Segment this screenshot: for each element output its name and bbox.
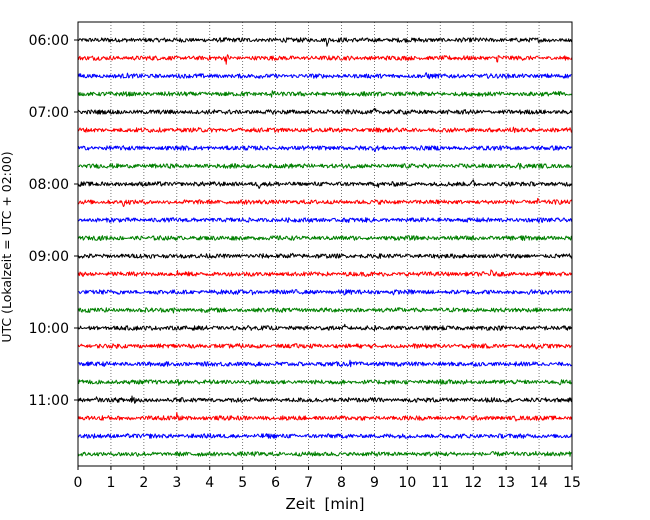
trace-0630	[77, 72, 573, 80]
trace-1115	[77, 412, 573, 422]
x-tick-label: 6	[271, 475, 280, 491]
x-tick-label: 7	[304, 475, 313, 491]
y-tick-label: 08:00	[29, 177, 69, 193]
trace-1000	[77, 323, 573, 332]
x-axis-label: Zeit [min]	[285, 495, 364, 513]
x-tick-label: 3	[172, 475, 181, 491]
grid-lines	[110, 22, 540, 466]
trace-1100	[77, 395, 573, 404]
trace-0930	[77, 288, 573, 296]
trace-0730	[77, 145, 573, 153]
x-tick-label: 1	[106, 475, 115, 491]
trace-0715	[77, 126, 573, 134]
trace-1045	[77, 378, 573, 386]
x-tick-label: 13	[497, 475, 515, 491]
x-tick-label: 9	[370, 475, 379, 491]
trace-0645	[77, 90, 573, 98]
plot-frame	[77, 21, 573, 467]
x-axis-ticks: 0 1 2 3 4 5 6 7 8 9 10 11 12 13 14 15	[74, 466, 581, 491]
x-tick-label: 15	[563, 475, 581, 491]
trace-0615	[77, 54, 573, 65]
trace-0815	[77, 197, 573, 207]
trace-0745	[77, 162, 573, 170]
trace-0830	[77, 217, 573, 223]
y-tick-label: 06:00	[29, 33, 69, 49]
trace-0915	[77, 269, 573, 277]
y-axis-label: UTC (Lokalzeit = UTC + 02:00)	[0, 151, 14, 342]
trace-0945	[77, 307, 573, 314]
trace-0900	[77, 252, 572, 259]
trace-0845	[77, 235, 573, 241]
x-tick-label: 2	[139, 475, 148, 491]
y-axis-ticks: 06:00 07:00 08:00 09:00 10:00 11:00	[29, 33, 78, 409]
y-tick-label: 10:00	[29, 321, 69, 337]
y-tick-label: 07:00	[29, 105, 69, 121]
trace-1130	[77, 433, 573, 439]
trace-0800	[77, 179, 573, 189]
x-tick-label: 0	[74, 475, 83, 491]
trace-0700	[77, 107, 573, 115]
trace-1015	[77, 343, 573, 350]
x-tick-label: 14	[530, 475, 548, 491]
x-tick-label: 4	[205, 475, 214, 491]
x-tick-label: 12	[464, 475, 482, 491]
x-tick-label: 5	[238, 475, 247, 491]
trace-group	[77, 37, 573, 457]
trace-1030	[77, 359, 573, 368]
y-tick-label: 09:00	[29, 249, 69, 265]
x-tick-label: 11	[431, 475, 449, 491]
y-tick-label: 11:00	[29, 393, 69, 409]
x-tick-label: 8	[337, 475, 346, 491]
x-tick-label: 10	[398, 475, 416, 491]
trace-1145	[77, 450, 573, 457]
trace-0600	[77, 37, 573, 47]
